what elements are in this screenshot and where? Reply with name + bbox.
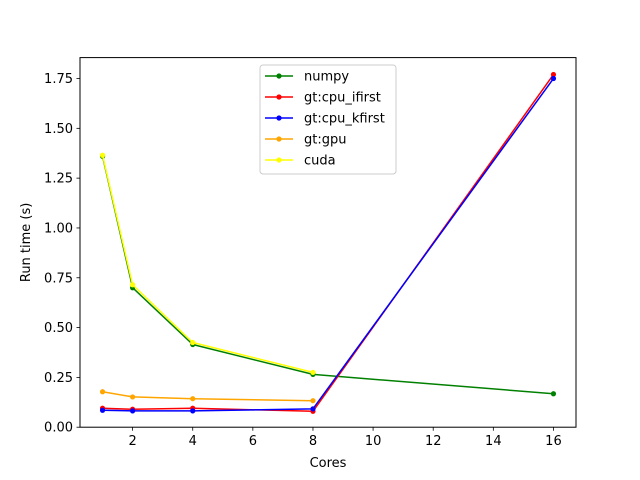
legend-marker (276, 73, 282, 79)
y-tick-label: 0.00 (44, 421, 73, 436)
legend-item: cuda (265, 154, 336, 169)
series-numpy (99, 153, 557, 397)
y-tick-label: 1.50 (44, 122, 73, 137)
legend-marker (276, 136, 282, 142)
x-tick-label: 2 (128, 434, 136, 449)
data-point (550, 71, 557, 78)
y-tick-label: 0.75 (44, 271, 73, 286)
x-tick-label: 16 (545, 434, 562, 449)
series-line (102, 390, 313, 402)
legend-label: gt:cpu_ifirst (304, 91, 381, 106)
plot-frame (79, 57, 577, 428)
series-cuda (99, 152, 316, 376)
legend-label: gt:cpu_kfirst (304, 112, 385, 127)
data-point (130, 394, 136, 400)
legend-item: gt:cpu_ifirst (265, 91, 381, 106)
legend-label: gt:gpu (304, 133, 346, 148)
data-point (190, 396, 196, 402)
x-tick-label: 6 (249, 434, 257, 449)
legend-label: cuda (304, 154, 336, 169)
data-point (190, 339, 196, 346)
series-line (101, 155, 314, 374)
series-gt-cpu-kfirst (99, 75, 557, 414)
x-tick-label: 10 (365, 434, 382, 449)
x-tick-label: 12 (425, 434, 442, 449)
data-point (99, 389, 106, 395)
data-point (310, 398, 316, 404)
x-tick-label: 4 (189, 434, 197, 449)
y-tick-label: 0.25 (44, 371, 73, 386)
y-tick-label: 0.50 (44, 321, 73, 336)
legend-marker (276, 115, 282, 121)
legend-marker (276, 157, 282, 163)
legend-frame (259, 64, 397, 175)
data-point (550, 75, 557, 82)
data-point (130, 408, 136, 414)
legend-item: gt:cpu_kfirst (265, 112, 385, 127)
x-tick-label: 14 (485, 434, 502, 449)
legend-item: numpy (265, 70, 349, 85)
legend-item: gt:gpu (265, 133, 346, 148)
x-axis-label: Cores (310, 456, 347, 471)
data-point (99, 152, 106, 158)
legend-label: numpy (304, 70, 349, 85)
x-tick-label: 8 (309, 434, 317, 449)
series-line (101, 156, 554, 395)
legend: numpy gt:cpu_ifirst gt:cpu_kfirst gt:gpu cud… (259, 64, 397, 175)
data-point (550, 391, 557, 397)
y-tick-label: 1.25 (44, 172, 73, 187)
series-gt-gpu (99, 389, 316, 404)
data-point (99, 407, 106, 413)
y-axis-label: Run time (s) (19, 203, 34, 282)
y-tick-label: 1.00 (44, 221, 73, 236)
legend-marker (276, 94, 282, 100)
y-tick-label: 1.75 (44, 72, 73, 87)
series-lines (99, 71, 557, 414)
data-point (190, 408, 196, 414)
axis-ticks: 2 4 6 8 10 12 14 16 0.00 0.25 0.50 0.75 1.00 1.25 1.50… (44, 72, 562, 449)
data-point (310, 406, 316, 412)
data-point (130, 282, 136, 288)
data-point (310, 369, 316, 376)
